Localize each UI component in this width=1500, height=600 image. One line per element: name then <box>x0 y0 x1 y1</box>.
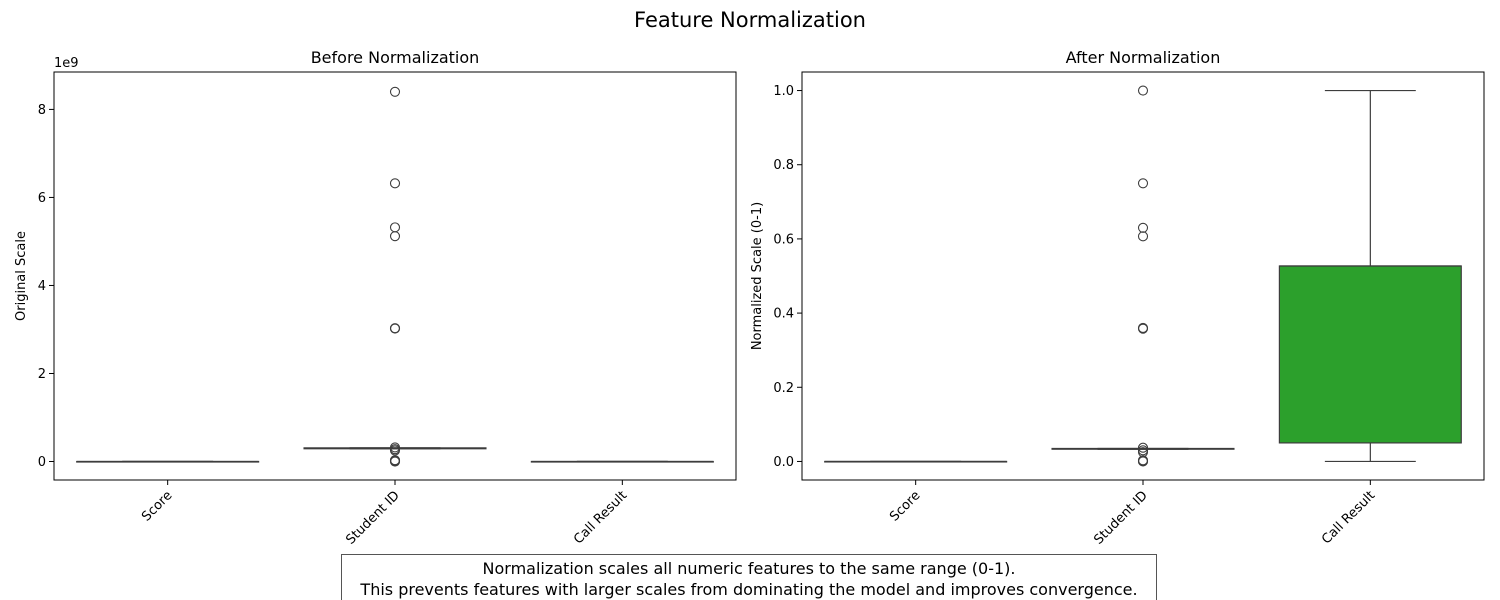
outlier-point <box>1137 442 1149 453</box>
subplot-title: After Normalization <box>1066 48 1221 67</box>
outlier-point <box>389 445 401 456</box>
outlier-point <box>389 222 401 233</box>
x-tick-label: Call Result <box>1319 488 1378 547</box>
box-score <box>824 460 1008 463</box>
subplot-2: After Normalization Normalized Scale (0-1… <box>750 48 1485 548</box>
y-tick-label: 4 <box>38 279 46 294</box>
y-axis-label: Normalized Scale (0-1) <box>750 202 765 350</box>
outlier-point <box>1137 222 1149 233</box>
x-tick-label: Score <box>139 488 175 524</box>
x-tick-label: Student ID <box>343 488 403 548</box>
outlier-point <box>1137 231 1149 242</box>
y-tick-label: 0 <box>38 455 46 470</box>
y-tick-label: 8 <box>38 103 46 118</box>
outlier-point <box>389 178 401 189</box>
box-body <box>1278 265 1462 444</box>
box-call-result <box>1278 89 1462 463</box>
x-tick-label: Score <box>887 488 923 524</box>
outlier-point <box>1137 85 1149 96</box>
annotation-box: Normalization scales all numeric feature… <box>341 554 1157 600</box>
y-tick-label: 2 <box>38 367 46 382</box>
y-axis-offset-label: 1e9 <box>54 56 79 71</box>
x-tick-label: Student ID <box>1091 488 1151 548</box>
outlier-point <box>389 455 401 466</box>
box-score <box>76 460 260 463</box>
outlier-point <box>1137 456 1149 467</box>
outlier-point <box>1137 178 1149 189</box>
outlier-point <box>389 231 401 242</box>
x-tick-label: Call Result <box>571 488 630 547</box>
y-tick-label: 1.0 <box>773 84 794 99</box>
y-tick-label: 0.0 <box>773 455 794 470</box>
y-axis-label: Original Scale <box>14 231 29 321</box>
y-tick-label: 6 <box>38 191 46 206</box>
subplot-1: Before Normalization Original Scale 1e9 0 2 4… <box>14 48 737 548</box>
annotation-line-2: This prevents features with larger scale… <box>360 580 1138 599</box>
outlier-point <box>389 323 401 334</box>
y-tick-label: 0.6 <box>773 232 794 247</box>
box-student-id <box>1051 85 1235 467</box>
figure-title: Feature Normalization <box>634 8 866 32</box>
subplot-title: Before Normalization <box>311 48 480 67</box>
plot-frame <box>801 71 1485 481</box>
y-tick-label: 0.4 <box>773 307 794 322</box>
y-tick-label: 0.2 <box>773 381 794 396</box>
box-student-id <box>303 86 487 467</box>
annotation-line-1: Normalization scales all numeric feature… <box>482 559 1016 578</box>
box-call-result <box>530 460 714 463</box>
plot-frame <box>53 71 737 481</box>
y-tick-label: 0.8 <box>773 158 794 173</box>
outlier-point <box>1137 323 1149 334</box>
outlier-point <box>389 86 401 97</box>
